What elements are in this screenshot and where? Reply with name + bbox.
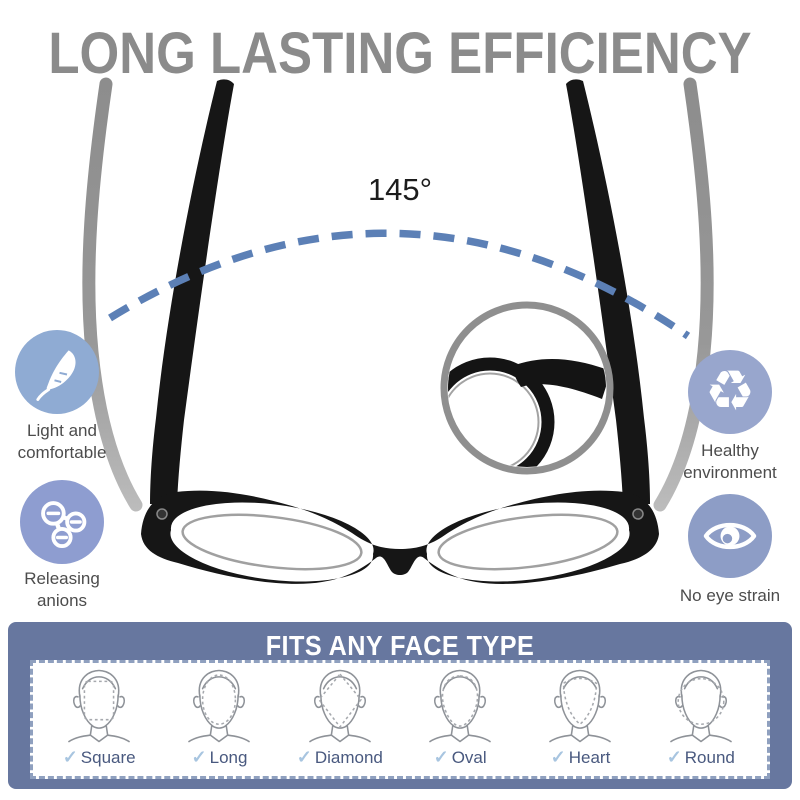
check-icon: ✓ [191,747,207,767]
lens-right [437,513,619,571]
heart-face-icon [549,669,612,743]
temple-left [150,79,234,504]
check-icon: ✓ [550,747,566,767]
oval-face-icon [429,669,491,743]
face-type-heart: ✓ Heart [521,665,639,768]
feature-label-light-comfortable: Light and comfortable [17,421,107,462]
angle-arc [108,229,691,340]
check-icon: ✓ [666,747,682,767]
glasses-illustration [82,77,714,584]
diamond-face-icon [308,669,371,743]
eye-icon [688,494,772,578]
face-label: Round [684,747,735,767]
face-label: Diamond [314,747,383,767]
hinge-screw-right [632,508,644,520]
face-type-diamond: ✓ Diamond [281,665,399,768]
face-type-oval: ✓ Oval [401,665,519,768]
feature-label-healthy-environment: Healthy environment [683,441,777,482]
molecule-icon [20,480,104,564]
face-type-round: ✓ Round [642,665,760,768]
check-icon: ✓ [62,747,78,767]
round-face-icon [669,669,732,743]
angle-label: 145° [367,172,433,207]
feature-label-releasing-anions: Releasing anions [24,569,100,610]
check-icon: ✓ [433,747,449,767]
face-type-square: ✓ Square [40,665,158,768]
feather-icon [15,330,99,414]
face-label: Oval [451,747,487,767]
ghost-temple-left [82,77,143,512]
lens-left [181,513,363,571]
feature-label-no-eye-strain: No eye strain [679,586,781,605]
frame-front [141,490,659,584]
hinge-magnifier [440,301,614,475]
face-type-long: ✓ Long [160,665,278,768]
face-panel-title: FITS ANY FACE TYPE [265,630,535,661]
page-title: LONG LASTING EFFICIENCY [48,21,752,86]
face-panel-inner: ✓ Square ✓ Long ✓ Diamond [30,660,770,779]
recycle-icon: ♻ [688,350,772,434]
face-label: Long [209,747,248,767]
ghost-temple-right [653,77,714,512]
face-label: Square [80,747,136,767]
check-icon: ✓ [296,747,312,767]
hinge-screw-left [156,508,168,520]
face-type-panel: FITS ANY FACE TYPE ✓ Square ✓ Long [8,622,792,789]
square-face-icon [68,669,130,743]
long-face-icon [188,669,251,743]
face-label: Heart [568,747,611,767]
